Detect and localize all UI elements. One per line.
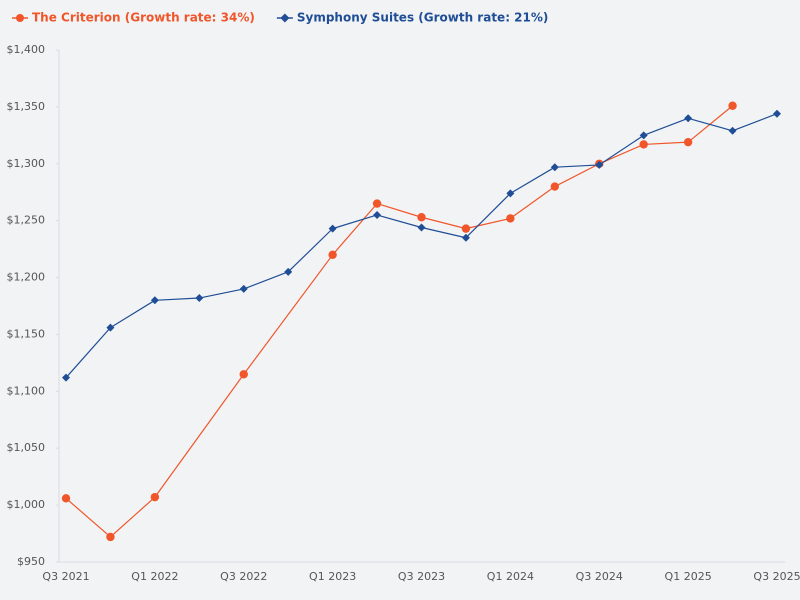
y-tick-label: $1,250 xyxy=(7,214,46,227)
data-point xyxy=(284,267,293,276)
data-point xyxy=(372,199,382,208)
data-point xyxy=(506,214,515,223)
line-segment xyxy=(465,217,511,230)
line-segment xyxy=(732,113,778,132)
line-segment xyxy=(110,299,156,329)
line-segment xyxy=(154,373,245,498)
line-segment xyxy=(598,134,645,166)
data-point xyxy=(328,250,337,259)
line-segment xyxy=(421,226,467,239)
y-tick-label: $1,400 xyxy=(7,43,46,56)
data-point xyxy=(683,137,693,147)
legend-marker xyxy=(16,14,24,22)
data-point xyxy=(62,373,70,382)
data-point xyxy=(328,224,337,233)
data-point xyxy=(595,160,604,169)
x-tick-label: Q3 2025 xyxy=(753,570,800,583)
y-tick-label: $1,150 xyxy=(7,327,46,340)
data-point xyxy=(639,140,648,149)
line-segment xyxy=(554,164,600,168)
y-tick-label: $1,050 xyxy=(7,441,46,454)
line-segment xyxy=(376,214,422,229)
y-tick-label: $1,300 xyxy=(7,157,46,170)
y-tick-label: $1,350 xyxy=(7,100,46,113)
y-tick-label: $950 xyxy=(17,555,45,568)
data-point xyxy=(106,532,115,542)
data-point xyxy=(373,210,382,219)
data-point xyxy=(728,126,737,135)
line-segment xyxy=(643,117,689,136)
data-point xyxy=(239,284,248,293)
data-point xyxy=(106,323,115,332)
line-segment xyxy=(643,141,689,146)
y-tick-label: $1,100 xyxy=(7,384,46,397)
line-segment xyxy=(243,271,289,290)
data-point xyxy=(417,213,426,222)
line-segment xyxy=(287,228,334,273)
line-segment xyxy=(243,254,334,375)
data-point xyxy=(239,370,248,379)
line-segment xyxy=(65,327,111,379)
data-point xyxy=(550,182,560,191)
data-point xyxy=(639,131,648,140)
y-tick-label: $1,200 xyxy=(7,271,46,284)
line-segment xyxy=(421,216,467,230)
x-tick-label: Q3 2024 xyxy=(576,570,623,583)
line-segment xyxy=(110,496,156,538)
data-point xyxy=(728,101,737,110)
data-point xyxy=(773,109,781,118)
line-segment xyxy=(154,297,200,301)
line-segment xyxy=(65,497,111,538)
data-point xyxy=(195,294,204,303)
line-segment xyxy=(510,166,556,194)
data-point xyxy=(417,223,426,232)
data-point xyxy=(150,296,159,305)
x-tick-label: Q1 2022 xyxy=(131,570,178,583)
x-tick-label: Q3 2022 xyxy=(220,570,267,583)
data-point xyxy=(461,233,470,242)
line-segment xyxy=(687,117,733,132)
line-segment xyxy=(332,214,378,230)
line-segment xyxy=(332,203,378,256)
legend-text: The Criterion (Growth rate: 34%) xyxy=(32,11,255,25)
x-tick-label: Q1 2023 xyxy=(309,570,356,583)
x-tick-label: Q1 2025 xyxy=(665,570,712,583)
line-segment xyxy=(376,203,422,218)
data-point xyxy=(461,224,471,233)
line-segment xyxy=(465,192,511,239)
data-point xyxy=(61,494,71,503)
data-point xyxy=(684,114,693,123)
x-tick-label: Q1 2024 xyxy=(487,570,534,583)
data-point xyxy=(150,492,160,502)
legend-text: Symphony Suites (Growth rate: 21%) xyxy=(297,11,549,25)
line-segment xyxy=(510,186,556,219)
line-segment xyxy=(554,163,600,188)
line-segment xyxy=(199,288,244,299)
data-point xyxy=(550,163,559,172)
y-tick-label: $1,000 xyxy=(7,498,46,511)
data-point xyxy=(506,189,515,198)
legend-marker xyxy=(280,13,290,23)
x-tick-label: Q3 2023 xyxy=(398,570,445,583)
x-tick-label: Q3 2021 xyxy=(42,570,89,583)
